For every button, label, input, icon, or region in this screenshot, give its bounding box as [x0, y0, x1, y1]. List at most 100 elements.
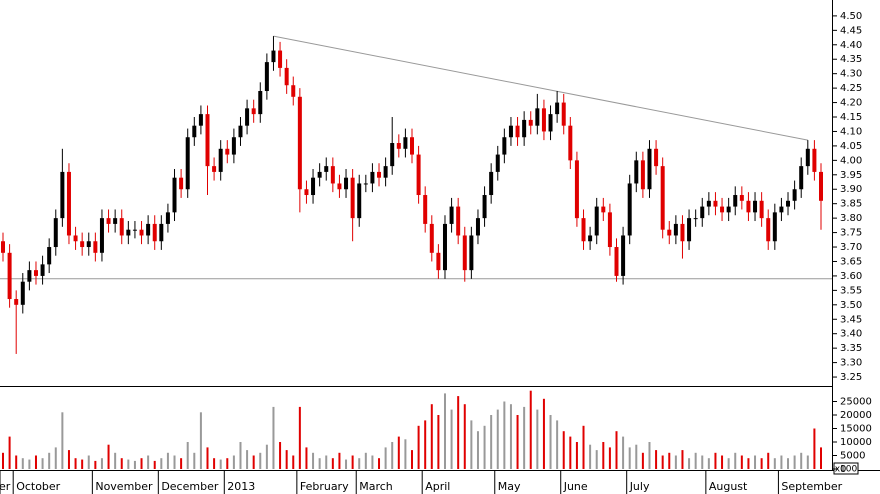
candle-body: [640, 160, 645, 190]
candle-body: [555, 102, 560, 115]
candle-body: [390, 143, 395, 167]
candle-body: [779, 206, 784, 213]
candle-body: [271, 50, 276, 63]
volume-bar: [107, 444, 110, 469]
x-tick-label: April: [425, 480, 450, 493]
y-tick-label: 3.80: [840, 213, 862, 224]
volume-bar: [476, 431, 479, 469]
volume-bar: [503, 401, 506, 469]
candle-body: [475, 218, 480, 236]
volume-bar: [74, 458, 77, 469]
volume-bar: [773, 458, 776, 469]
x-tick-label: November: [95, 480, 153, 493]
volume-bar: [740, 455, 743, 469]
volume-bar: [655, 450, 658, 469]
volume-bar: [127, 459, 130, 469]
candle-body: [726, 206, 731, 213]
y-tick-label: 3.40: [840, 329, 862, 340]
volume-bar: [180, 458, 183, 469]
volume-bar: [509, 404, 512, 469]
candle-body: [330, 166, 335, 184]
volume-bar: [714, 452, 717, 469]
candle-body: [251, 108, 256, 115]
volume-bar: [48, 452, 51, 469]
candle-body: [324, 166, 329, 172]
candle-body: [47, 247, 52, 265]
volume-bar: [140, 458, 143, 469]
volume-bar: [430, 404, 433, 469]
candle-body: [146, 223, 151, 236]
volume-bar: [67, 450, 70, 469]
volume-bar: [384, 447, 387, 469]
volume-bar: [193, 452, 196, 469]
candle-body: [416, 154, 421, 196]
candle-body: [317, 171, 322, 178]
candle-body: [377, 171, 382, 178]
volume-bar: [747, 458, 750, 469]
candle-body: [350, 177, 355, 219]
volume-bar: [351, 455, 354, 469]
candle-body: [205, 114, 210, 167]
candle-body: [132, 229, 137, 231]
y-tick-label: 3.90: [840, 184, 862, 195]
candle-body: [601, 206, 606, 213]
candle-body: [93, 241, 98, 253]
candle-body: [139, 229, 144, 236]
volume-bar: [133, 460, 136, 469]
x-tick-label: August: [709, 480, 748, 493]
candle-body: [106, 218, 111, 224]
volume-bar: [767, 452, 770, 469]
candle-body: [766, 218, 771, 242]
volume-bar: [457, 396, 460, 469]
candle-body: [733, 195, 738, 207]
candle-body: [759, 200, 764, 219]
candle-body: [423, 195, 428, 224]
volume-bar: [54, 447, 57, 469]
volume-bar: [318, 458, 321, 469]
candle-body: [291, 85, 296, 97]
candle-body: [40, 264, 45, 276]
trend-line: [273, 35, 808, 141]
volume-bar: [615, 431, 618, 469]
candle-body: [528, 119, 533, 126]
volume-bar: [338, 452, 341, 469]
volume-bar: [397, 436, 400, 469]
volume-bar: [793, 455, 796, 469]
candle-body: [99, 218, 104, 253]
candle-body: [278, 50, 283, 68]
volume-bar: [661, 455, 664, 469]
volume-bar: [648, 442, 651, 469]
candle-body: [429, 223, 434, 253]
candle-body: [159, 223, 164, 242]
candle-body: [588, 235, 593, 242]
volume-bar: [325, 455, 328, 469]
x-tick-label: June: [563, 480, 588, 493]
volume-bar: [628, 447, 631, 469]
volume-bar: [114, 452, 117, 469]
y-tick-label: 3.70: [840, 242, 862, 253]
candle-body: [20, 281, 25, 305]
volume-bar: [608, 447, 611, 469]
volume-bar: [404, 439, 407, 469]
volume-bar: [443, 393, 446, 469]
y-tick-label: 3.45: [840, 314, 862, 325]
volume-bar: [331, 458, 334, 469]
volume-bar: [575, 442, 578, 469]
volume-bar: [780, 455, 783, 469]
x-tick-label: October: [16, 480, 60, 493]
volume-bar: [147, 455, 150, 469]
volume-bar: [94, 460, 97, 469]
volume-bar: [536, 409, 539, 469]
y-tick-label: 4.00: [840, 155, 862, 166]
y-tick-label: 4.50: [840, 11, 862, 22]
candle-body: [370, 171, 375, 184]
candle-body: [258, 91, 263, 115]
volume-bar: [120, 458, 123, 469]
candle-body: [218, 148, 223, 172]
candle-body: [297, 96, 302, 190]
y-tick-label: 3.65: [840, 256, 862, 267]
volume-bar: [622, 436, 625, 469]
volume-bar: [259, 452, 262, 469]
